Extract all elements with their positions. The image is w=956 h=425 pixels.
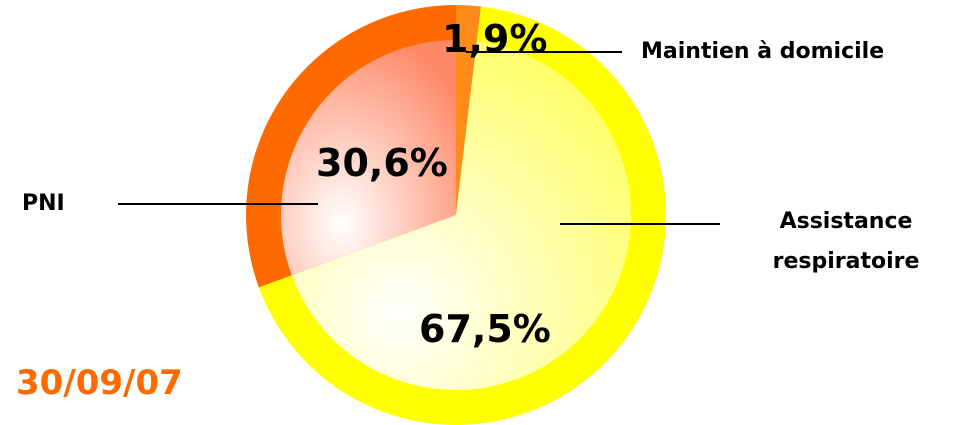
pie-slice-inner-assistance: [291, 41, 632, 391]
category-label-assistance-line1: Assistance: [780, 209, 913, 234]
category-label-assistance-line2: respiratoire: [773, 249, 920, 274]
pie-slice-inner-maintien: [456, 40, 477, 215]
pie-slice-inner-pni: [280, 40, 456, 276]
date-stamp: 30/09/07: [16, 363, 183, 403]
value-label-maintien: 1,9%: [442, 17, 547, 61]
category-label-pni: PNI: [22, 191, 65, 216]
value-label-pni: 30,6%: [316, 141, 448, 185]
category-label-maintien: Maintien à domicile: [641, 39, 884, 64]
value-label-assistance: 67,5%: [419, 307, 551, 351]
pie-inner-fill: [280, 40, 632, 391]
